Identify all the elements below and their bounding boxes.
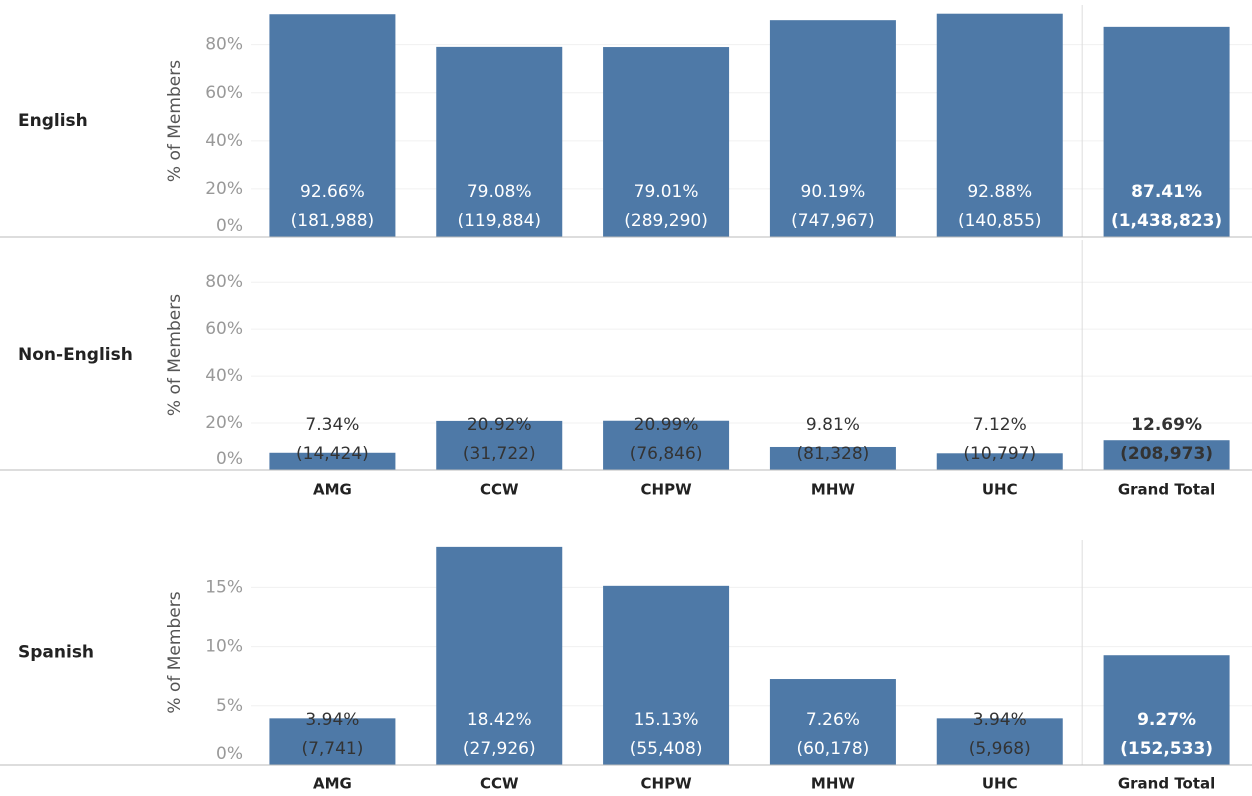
y-tick-label: 0% bbox=[216, 744, 243, 764]
bar bbox=[936, 13, 1063, 238]
count-label: (289,290) bbox=[624, 211, 708, 231]
y-tick-label: 20% bbox=[205, 179, 243, 199]
data-label: 7.12% bbox=[973, 415, 1027, 435]
y-tick-label: 15% bbox=[205, 577, 243, 597]
bar bbox=[769, 20, 896, 238]
x-tick-label: CHPW bbox=[641, 775, 693, 793]
bar bbox=[603, 47, 730, 238]
count-label: (7,741) bbox=[301, 739, 363, 759]
bar bbox=[1103, 655, 1230, 765]
data-label: 90.19% bbox=[801, 182, 866, 202]
count-label: (1,438,823) bbox=[1111, 211, 1222, 231]
data-label: 3.94% bbox=[973, 710, 1027, 730]
bar bbox=[269, 452, 396, 470]
y-axis-label: % of Members bbox=[165, 294, 185, 416]
y-tick-label: 5% bbox=[216, 696, 243, 716]
count-label: (60,178) bbox=[797, 739, 870, 759]
row-label: Non-English bbox=[18, 345, 133, 365]
y-tick-label: 0% bbox=[216, 449, 243, 469]
x-tick-label: AMG bbox=[313, 775, 352, 793]
count-label: (5,968) bbox=[969, 739, 1031, 759]
y-tick-label: 10% bbox=[205, 637, 243, 657]
bar bbox=[436, 420, 563, 470]
bar bbox=[1103, 440, 1230, 470]
bar bbox=[936, 453, 1063, 470]
y-tick-label: 0% bbox=[216, 216, 243, 236]
data-label: 7.34% bbox=[305, 415, 359, 435]
x-tick-label: CCW bbox=[480, 481, 519, 499]
x-tick-label: UHC bbox=[982, 775, 1018, 793]
data-label: 20.99% bbox=[634, 415, 699, 435]
count-label: (31,722) bbox=[463, 444, 536, 464]
data-label: 15.13% bbox=[634, 710, 699, 730]
y-tick-label: 20% bbox=[205, 413, 243, 433]
data-label: 9.27% bbox=[1137, 710, 1196, 730]
data-label: 18.42% bbox=[467, 710, 532, 730]
bar bbox=[603, 420, 730, 470]
data-label: 9.81% bbox=[806, 415, 860, 435]
bar bbox=[269, 14, 396, 237]
x-tick-label: AMG bbox=[313, 481, 352, 499]
count-label: (152,533) bbox=[1120, 739, 1213, 759]
data-label: 92.88% bbox=[967, 182, 1032, 202]
count-label: (10,797) bbox=[963, 444, 1036, 464]
count-label: (181,988) bbox=[291, 211, 375, 231]
bar bbox=[1103, 26, 1230, 237]
bar bbox=[269, 718, 396, 765]
count-label: (55,408) bbox=[630, 739, 703, 759]
data-label: 87.41% bbox=[1131, 182, 1202, 202]
data-label: 3.94% bbox=[305, 710, 359, 730]
bar bbox=[936, 718, 1063, 765]
data-label: 20.92% bbox=[467, 415, 532, 435]
x-tick-label: UHC bbox=[982, 481, 1018, 499]
y-tick-label: 60% bbox=[205, 319, 243, 339]
y-tick-label: 40% bbox=[205, 131, 243, 151]
data-label: 92.66% bbox=[300, 182, 365, 202]
count-label: (140,855) bbox=[958, 211, 1042, 231]
x-tick-label: MHW bbox=[811, 775, 855, 793]
data-label: 79.08% bbox=[467, 182, 532, 202]
row-label: English bbox=[18, 111, 88, 131]
data-label: 79.01% bbox=[634, 182, 699, 202]
count-label: (208,973) bbox=[1120, 444, 1213, 464]
count-label: (747,967) bbox=[791, 211, 875, 231]
x-tick-label: MHW bbox=[811, 481, 855, 499]
count-label: (76,846) bbox=[630, 444, 703, 464]
bar bbox=[603, 585, 730, 765]
count-label: (119,884) bbox=[457, 211, 541, 231]
x-tick-label: Grand Total bbox=[1118, 481, 1215, 499]
data-label: 12.69% bbox=[1131, 415, 1202, 435]
data-label: 7.26% bbox=[806, 710, 860, 730]
y-tick-label: 80% bbox=[205, 272, 243, 292]
row-label: Spanish bbox=[18, 643, 94, 663]
y-tick-label: 60% bbox=[205, 83, 243, 103]
bar bbox=[769, 446, 896, 470]
y-tick-label: 40% bbox=[205, 366, 243, 386]
x-tick-label: CHPW bbox=[641, 481, 693, 499]
bar bbox=[436, 546, 563, 765]
y-axis-label: % of Members bbox=[165, 60, 185, 182]
x-tick-label: CCW bbox=[480, 775, 519, 793]
count-label: (14,424) bbox=[296, 444, 369, 464]
bar bbox=[769, 679, 896, 765]
count-label: (27,926) bbox=[463, 739, 536, 759]
y-axis-label: % of Members bbox=[165, 591, 185, 713]
count-label: (81,328) bbox=[797, 444, 870, 464]
x-tick-label: Grand Total bbox=[1118, 775, 1215, 793]
bar bbox=[436, 46, 563, 238]
y-tick-label: 80% bbox=[205, 35, 243, 55]
